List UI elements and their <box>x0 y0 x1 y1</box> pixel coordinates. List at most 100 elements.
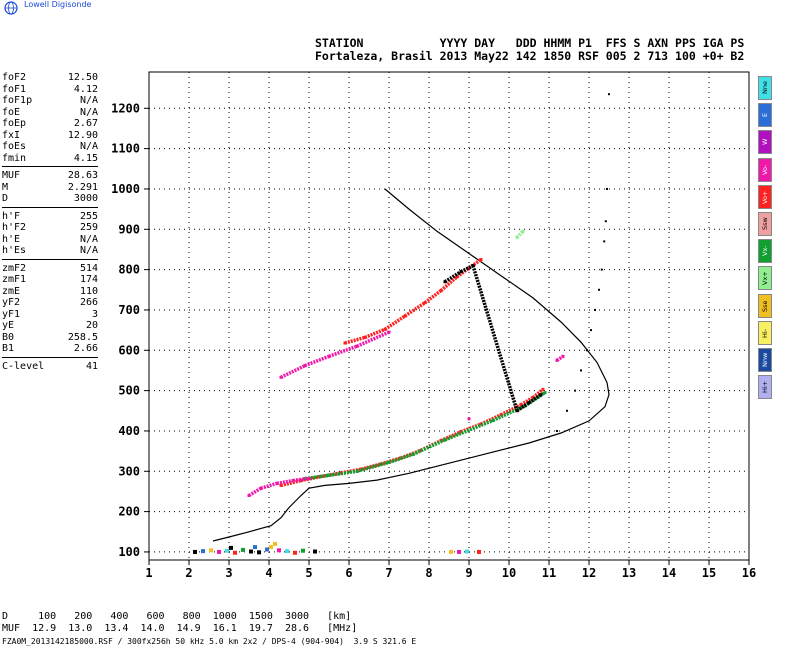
clutter-point <box>293 550 297 555</box>
param-row: foEp 2.67 <box>2 118 98 130</box>
param-row: B0 258.5 <box>2 332 98 344</box>
x-tick-label: 8 <box>425 566 432 580</box>
param-row: B1 2.66 <box>2 343 98 355</box>
echo-point <box>455 275 459 279</box>
param-separator <box>2 206 98 208</box>
param-label: foEs <box>2 141 27 152</box>
clutter-point <box>225 548 229 553</box>
echo-point <box>531 395 535 399</box>
param-value: 12.90 <box>67 129 98 141</box>
clutter-point <box>249 549 253 554</box>
param-row: h'F2 259 <box>2 222 98 234</box>
clutter-point <box>193 549 197 554</box>
echo-trace-3 <box>260 481 278 490</box>
param-label: foF1 <box>2 83 27 95</box>
echo-point <box>515 409 519 413</box>
param-label: h'F <box>2 210 21 222</box>
param-label: h'Es <box>2 245 27 256</box>
param-row: zmE 110 <box>2 286 98 298</box>
echo-trace-3 <box>276 478 294 486</box>
echo-point <box>355 469 359 473</box>
param-value: 2.291 <box>67 181 98 193</box>
x-tick-label: 14 <box>662 566 676 580</box>
echo-trace-5 <box>280 364 306 379</box>
echo-point <box>515 235 519 239</box>
echo-point <box>527 401 531 405</box>
clutter-point <box>477 549 481 554</box>
echo-dot <box>606 187 608 190</box>
y-tick-label: 1000 <box>111 182 140 196</box>
param-label: zmF2 <box>2 262 27 274</box>
param-value: 259 <box>79 222 98 233</box>
clutter-point <box>217 549 221 554</box>
param-label: foF2 <box>2 72 27 83</box>
echo-point <box>471 264 475 268</box>
x-tick-label: 5 <box>305 566 312 580</box>
param-separator <box>2 356 98 358</box>
param-label: yE <box>2 320 15 331</box>
param-value: 258.5 <box>67 331 98 343</box>
echo-trace-5 <box>328 344 358 358</box>
echo-point <box>543 391 547 395</box>
param-value: 28.63 <box>67 170 98 181</box>
y-tick-label: 200 <box>118 505 140 519</box>
y-tick-label: 1200 <box>111 101 140 115</box>
param-row: foF1 4.12 <box>2 84 98 96</box>
echo-trace-4 <box>404 301 426 318</box>
param-label: yF1 <box>2 308 21 320</box>
param-value: 12.50 <box>67 72 98 83</box>
y-tick-label: 800 <box>118 263 140 277</box>
param-value: 266 <box>79 297 98 308</box>
echo-point <box>279 483 283 487</box>
echo-dot <box>590 329 592 332</box>
echo-point <box>363 335 367 339</box>
param-label: B1 <box>2 343 15 354</box>
x-tick-label: 1 <box>145 566 152 580</box>
echo-point <box>499 413 503 417</box>
echo-trace-3 <box>248 486 262 497</box>
echo-point <box>439 289 443 293</box>
echo-dot <box>594 308 596 311</box>
param-value: 110 <box>79 285 98 297</box>
echo-trace-5 <box>356 330 390 348</box>
echo-trace-2 <box>444 418 494 442</box>
x-tick-label: 3 <box>225 566 232 580</box>
param-label: C-level <box>2 360 45 372</box>
echo-point <box>519 403 523 407</box>
param-value: N/A <box>79 95 98 106</box>
echo-point <box>555 358 559 362</box>
muf-row: MUF 12.9 13.0 13.4 14.0 14.9 16.1 19.7 2… <box>2 623 358 634</box>
param-row: foF1p N/A <box>2 95 98 107</box>
clutter-point <box>241 547 245 552</box>
param-value: 514 <box>79 262 98 274</box>
param-value: N/A <box>79 245 98 256</box>
param-row: C-level 41 <box>2 361 98 373</box>
echo-point <box>539 393 543 397</box>
echo-point <box>419 448 423 452</box>
param-row: M 2.291 <box>2 182 98 194</box>
y-tick-label: 300 <box>118 464 140 478</box>
param-row: zmF2 514 <box>2 263 98 275</box>
param-label: zmE <box>2 285 21 297</box>
header-line-1: STATION YYYY DAY DDD HHMM P1 FFS S AXN P… <box>315 36 745 50</box>
param-label: h'F2 <box>2 222 27 233</box>
echo-point <box>521 229 525 233</box>
param-row: h'Es N/A <box>2 245 98 257</box>
echo-point <box>561 354 565 358</box>
y-tick-label: 900 <box>118 222 140 236</box>
x-tick-label: 7 <box>385 566 392 580</box>
param-row: fxI 12.90 <box>2 130 98 142</box>
x-tick-label: 13 <box>622 566 636 580</box>
param-value: N/A <box>79 141 98 152</box>
y-tick-label: 1100 <box>111 142 140 156</box>
echo-point <box>291 479 295 483</box>
echo-point <box>307 477 311 481</box>
echo-point <box>327 473 331 477</box>
echo-trace-1 <box>280 478 302 488</box>
echo-trace-1 <box>520 395 534 407</box>
param-label: yF2 <box>2 297 21 308</box>
clutter-point <box>253 545 257 550</box>
param-value: 4.15 <box>73 152 98 164</box>
echo-dot <box>580 369 582 372</box>
